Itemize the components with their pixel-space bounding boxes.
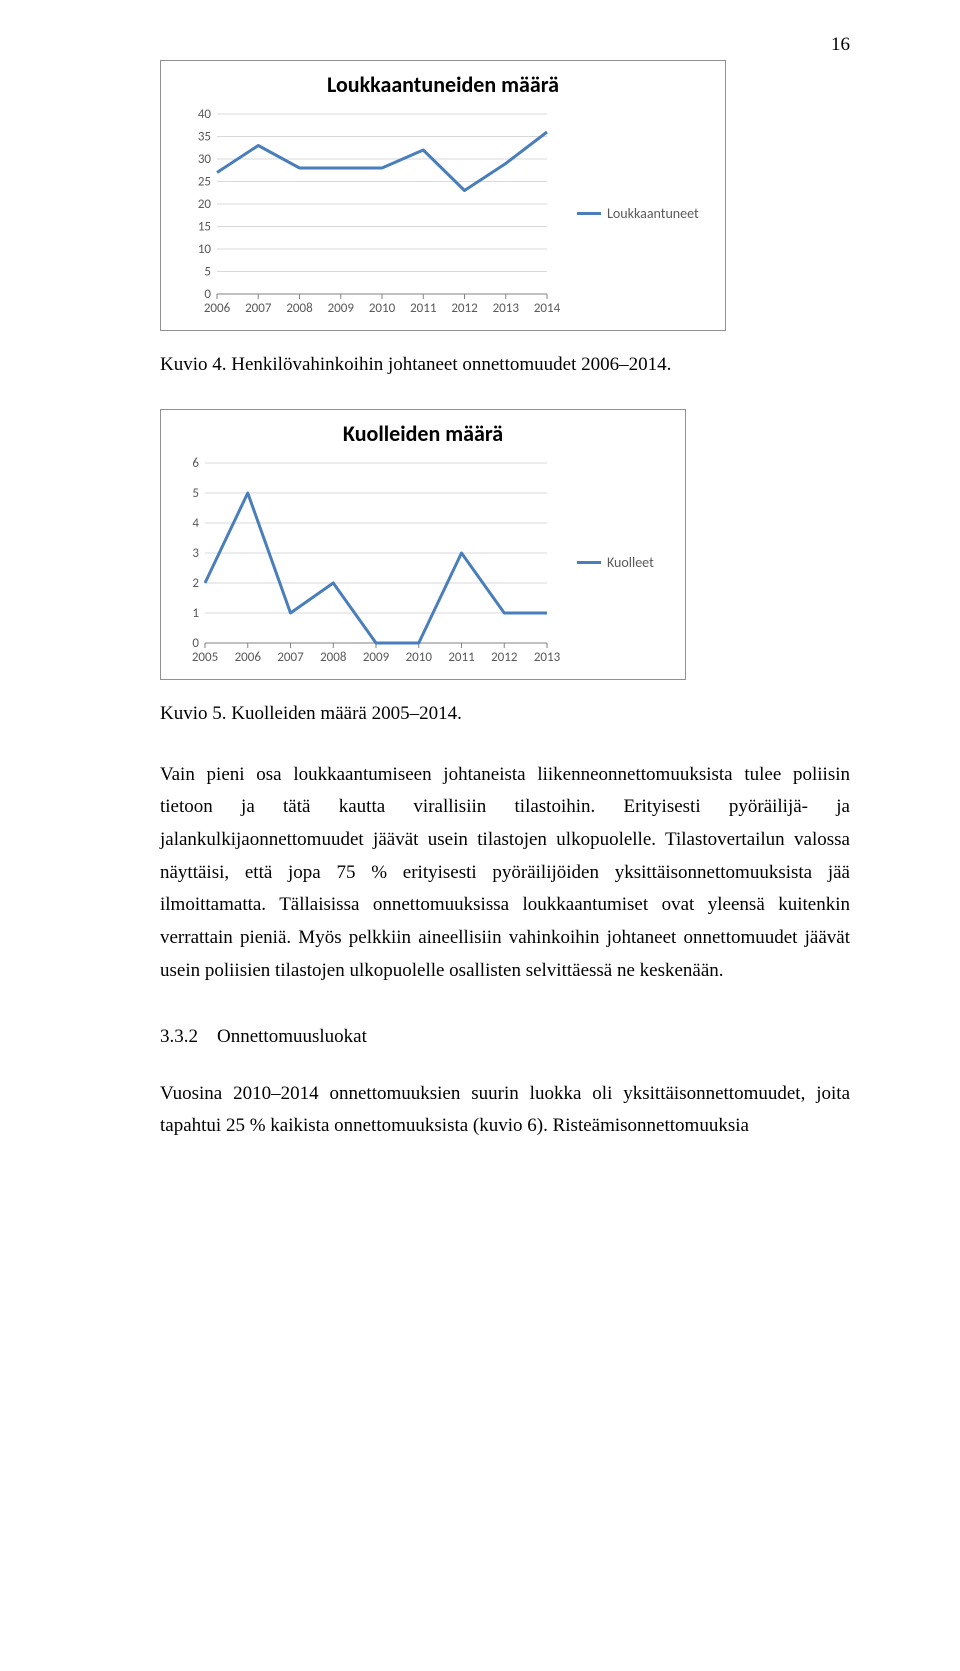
svg-text:10: 10 bbox=[198, 242, 212, 257]
svg-text:2014: 2014 bbox=[534, 301, 561, 316]
chart1-legend-swatch bbox=[577, 212, 601, 215]
svg-text:2010: 2010 bbox=[406, 650, 433, 665]
svg-text:2012: 2012 bbox=[491, 650, 518, 665]
svg-text:2011: 2011 bbox=[410, 301, 436, 316]
chart2-legend-label: Kuolleet bbox=[607, 554, 654, 571]
paragraph-2: Vuosina 2010–2014 onnettomuuksien suurin… bbox=[160, 1078, 850, 1143]
svg-text:2008: 2008 bbox=[320, 650, 347, 665]
svg-text:2010: 2010 bbox=[369, 301, 396, 316]
chart2-title: Kuolleiden määrä bbox=[173, 420, 673, 447]
svg-text:2013: 2013 bbox=[493, 301, 520, 316]
subheading-332: 3.3.2 Onnettomuusluokat bbox=[160, 1021, 850, 1053]
svg-text:5: 5 bbox=[192, 486, 199, 501]
svg-text:30: 30 bbox=[198, 152, 212, 167]
svg-text:2012: 2012 bbox=[451, 301, 478, 316]
svg-text:3: 3 bbox=[192, 546, 199, 561]
svg-text:2011: 2011 bbox=[448, 650, 474, 665]
chart1-legend: Loukkaantuneet bbox=[577, 205, 699, 222]
caption-chart2: Kuvio 5. Kuolleiden määrä 2005–2014. bbox=[160, 698, 850, 730]
svg-text:2013: 2013 bbox=[534, 650, 561, 665]
svg-text:35: 35 bbox=[198, 130, 211, 145]
chart1-plot: 0 5 10 15 20 25 30 35 40 2006 2007 2008 2009 2010 2011… bbox=[173, 104, 567, 322]
chart2-legend-swatch bbox=[577, 561, 601, 564]
svg-text:15: 15 bbox=[198, 220, 211, 235]
chart-loukkaantuneet: Loukkaantuneiden määrä 0 5 10 15 20 25 30 35 40 2… bbox=[160, 60, 726, 331]
svg-text:2: 2 bbox=[192, 576, 199, 591]
svg-text:2007: 2007 bbox=[277, 650, 304, 665]
chart2-legend: Kuolleet bbox=[577, 554, 654, 571]
caption-chart1: Kuvio 4. Henkilövahinkoihin johtaneet on… bbox=[160, 349, 850, 381]
svg-text:2009: 2009 bbox=[363, 650, 390, 665]
svg-text:2009: 2009 bbox=[328, 301, 355, 316]
svg-text:2006: 2006 bbox=[204, 301, 231, 316]
svg-text:4: 4 bbox=[192, 516, 199, 531]
chart-kuolleet: Kuolleiden määrä 0 1 2 3 4 5 6 2005 2006 2007 2008… bbox=[160, 409, 686, 680]
svg-text:2006: 2006 bbox=[235, 650, 262, 665]
svg-text:0: 0 bbox=[204, 287, 211, 302]
svg-text:5: 5 bbox=[204, 265, 211, 280]
paragraph-main: Vain pieni osa loukkaantumiseen johtanei… bbox=[160, 759, 850, 988]
svg-text:2007: 2007 bbox=[245, 301, 272, 316]
svg-text:20: 20 bbox=[198, 197, 212, 212]
svg-text:0: 0 bbox=[192, 636, 199, 651]
svg-text:25: 25 bbox=[198, 175, 211, 190]
svg-text:1: 1 bbox=[192, 606, 199, 621]
page-number: 16 bbox=[831, 34, 850, 56]
svg-text:2008: 2008 bbox=[286, 301, 313, 316]
chart2-plot: 0 1 2 3 4 5 6 2005 2006 2007 2008 2009 2010 2011 2012 2… bbox=[173, 453, 567, 671]
chart1-legend-label: Loukkaantuneet bbox=[607, 205, 699, 222]
chart1-title: Loukkaantuneiden määrä bbox=[173, 71, 713, 98]
svg-text:40: 40 bbox=[198, 107, 212, 122]
svg-text:6: 6 bbox=[192, 456, 199, 471]
svg-text:2005: 2005 bbox=[192, 650, 218, 665]
